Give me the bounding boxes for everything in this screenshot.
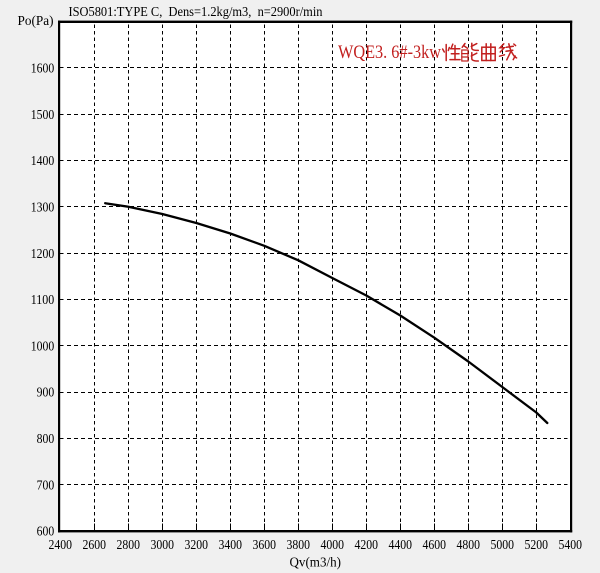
svg-text:WQE3. 6#-3kw: WQE3. 6#-3kw bbox=[338, 42, 441, 63]
svg-text:4600: 4600 bbox=[423, 538, 447, 553]
svg-text:4000: 4000 bbox=[321, 538, 345, 553]
svg-text:700: 700 bbox=[37, 478, 55, 493]
svg-text:2600: 2600 bbox=[83, 538, 107, 553]
svg-text:600: 600 bbox=[37, 525, 55, 540]
svg-text:1500: 1500 bbox=[31, 108, 55, 123]
svg-text:1300: 1300 bbox=[31, 201, 55, 216]
svg-text:4800: 4800 bbox=[457, 538, 481, 553]
svg-text:Qv(m3/h): Qv(m3/h) bbox=[290, 555, 342, 570]
svg-text:3400: 3400 bbox=[219, 538, 243, 553]
svg-text:1600: 1600 bbox=[31, 62, 55, 77]
svg-text:3600: 3600 bbox=[253, 538, 277, 553]
svg-text:5400: 5400 bbox=[559, 538, 583, 553]
svg-text:ISO5801:TYPE C, Dens=1.2kg/m3: ISO5801:TYPE C, Dens=1.2kg/m3, n=2900r/m… bbox=[69, 5, 323, 20]
svg-text:1200: 1200 bbox=[31, 247, 55, 262]
svg-text:2800: 2800 bbox=[117, 538, 141, 553]
svg-text:3200: 3200 bbox=[185, 538, 209, 553]
svg-text:5000: 5000 bbox=[491, 538, 515, 553]
svg-text:900: 900 bbox=[37, 386, 55, 401]
svg-text:1000: 1000 bbox=[31, 339, 55, 354]
svg-text:3800: 3800 bbox=[287, 538, 311, 553]
svg-text:5200: 5200 bbox=[525, 538, 549, 553]
svg-text:800: 800 bbox=[37, 432, 55, 447]
svg-text:1100: 1100 bbox=[31, 293, 55, 308]
svg-text:Po(Pa): Po(Pa) bbox=[18, 14, 54, 29]
svg-text:2400: 2400 bbox=[49, 538, 73, 553]
svg-text:4200: 4200 bbox=[355, 538, 379, 553]
svg-text:4400: 4400 bbox=[389, 538, 413, 553]
svg-text:1400: 1400 bbox=[31, 154, 55, 169]
svg-text:3000: 3000 bbox=[151, 538, 175, 553]
